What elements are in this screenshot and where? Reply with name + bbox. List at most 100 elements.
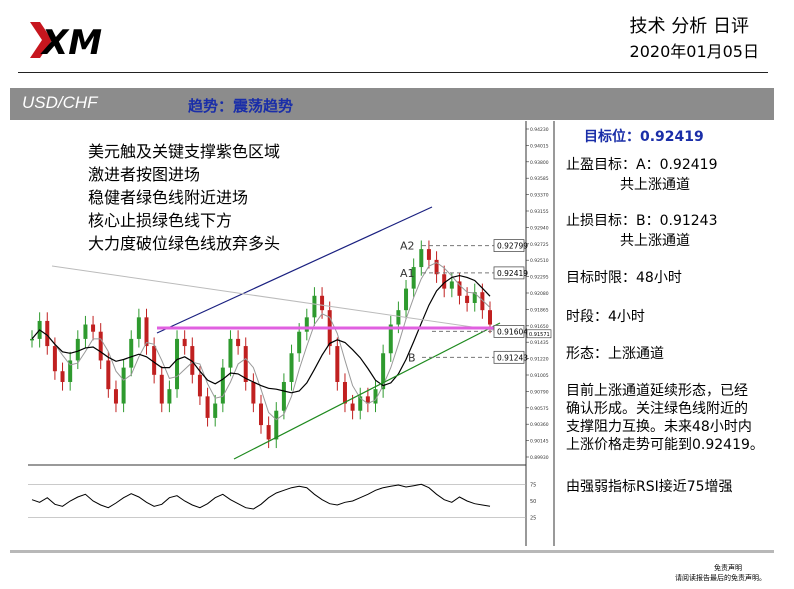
candle-body <box>197 374 202 397</box>
candle-body <box>182 338 187 347</box>
xm-logo: XM <box>30 22 102 62</box>
candle-body <box>297 331 302 354</box>
price-chart: 0.92799 0.92419 0.91604 0.91243 A2 A1 B 0.9423… <box>28 121 555 546</box>
strategy-line: 核心止损绿色线下方 <box>88 211 233 230</box>
strategy-line: 大力度破位绿色线放弃多头 <box>88 234 281 253</box>
candle-body <box>121 367 126 404</box>
candle-body <box>335 346 340 382</box>
candle-body <box>152 346 157 375</box>
candle-body <box>472 292 477 303</box>
point-label: A1 <box>400 267 415 280</box>
y-tick-label: 0.92940 <box>530 225 549 231</box>
y-tick-label: 0.90360 <box>530 422 549 428</box>
candle-body <box>342 381 347 404</box>
candle-body <box>480 292 485 311</box>
strategy-line: 稳健者绿色线附近进场 <box>88 188 249 207</box>
strategy-notes: 美元触及关键支撑紫色区域 激进者按图进场 稳健者绿色线附近进场 核心止损绿色线下… <box>88 140 280 255</box>
y-tick-label: 0.90575 <box>530 406 549 412</box>
candle-body <box>136 317 141 339</box>
candle-body <box>281 381 286 411</box>
candle-body <box>304 317 309 332</box>
channel-upper-line <box>156 206 433 334</box>
candle-body <box>144 317 149 347</box>
y-tick-label: 0.91220 <box>530 357 549 363</box>
point-label: A2 <box>400 240 415 253</box>
candle-body <box>167 389 172 404</box>
candle-body <box>312 295 317 318</box>
candle-body <box>68 360 73 382</box>
candle-body <box>213 403 218 418</box>
candle-body <box>426 249 431 260</box>
ma-fast-line <box>31 262 491 421</box>
candle-body <box>365 396 370 404</box>
level-label: 0.91604 <box>497 327 528 336</box>
channel-lower-line <box>233 322 501 460</box>
y-tick-label: 0.94230 <box>530 127 549 133</box>
period: 时段：4小时 <box>566 309 645 325</box>
candle-body <box>396 310 401 325</box>
current-price-label: 0.91571 <box>529 332 550 338</box>
y-tick-label: 0.93370 <box>530 193 549 199</box>
candle-body <box>419 249 424 268</box>
candle-body <box>106 360 111 390</box>
y-tick-label: 0.92725 <box>530 242 549 248</box>
point-label: B <box>408 351 416 364</box>
level-label-box <box>493 350 525 364</box>
rsi-line <box>31 483 491 510</box>
y-tick-label: 0.91865 <box>530 307 549 313</box>
candle-body <box>52 346 57 372</box>
rsi-panel: 75 50 25 <box>28 482 536 522</box>
analysis-line: 支撑阻力互换。未来48小时内 <box>566 419 752 435</box>
candle-body <box>388 324 393 354</box>
candle-body <box>98 331 103 361</box>
candle-body <box>220 367 225 404</box>
candle-body <box>236 338 241 347</box>
resistance-line <box>51 265 501 332</box>
candle-body <box>449 281 454 289</box>
y-tick-label: 0.92080 <box>530 291 549 297</box>
candle-body <box>465 295 470 303</box>
candle-body <box>251 381 256 404</box>
candle-body <box>30 338 34 341</box>
level-label-box <box>493 266 525 280</box>
logo-text: XM <box>40 23 102 62</box>
candle-body <box>442 274 447 289</box>
candle-body <box>159 374 164 404</box>
candle-body <box>228 338 233 368</box>
report-date: 2020年01月05日 <box>629 42 759 61</box>
level-label: 0.92419 <box>497 269 528 278</box>
candle-body <box>113 389 118 404</box>
rsi-tick-label: 75 <box>530 482 536 488</box>
candle-body <box>60 371 65 382</box>
y-tick-label: 0.93800 <box>530 160 549 166</box>
candle-body <box>358 396 363 411</box>
strategy-line: 美元触及关键支撑紫色区域 <box>88 142 281 161</box>
strategy-line: 激进者按图进场 <box>88 165 201 184</box>
rsi-tick-label: 25 <box>530 516 536 522</box>
y-tick-label: 0.93155 <box>530 209 549 215</box>
y-tick-label: 0.93585 <box>530 176 549 182</box>
title-band <box>10 88 774 120</box>
disclaimer-title: 免责声明 <box>714 564 742 572</box>
candle-body <box>190 346 195 375</box>
candle-body <box>289 353 294 382</box>
candle-body <box>205 396 210 418</box>
candle-body <box>129 338 134 368</box>
header-divider <box>18 72 768 73</box>
candle-body <box>411 267 416 289</box>
candles <box>30 240 492 449</box>
target-heading: 目标位：0.92419 <box>584 129 704 145</box>
candle-body <box>274 410 279 440</box>
y-tick-label: 0.90790 <box>530 389 549 395</box>
candle-body <box>434 259 439 275</box>
rsi-note: 由强弱指标RSI接近75增强 <box>566 479 733 495</box>
y-tick-label: 0.91650 <box>530 324 549 330</box>
candle-body <box>91 324 96 332</box>
level-label: 0.92799 <box>497 242 528 251</box>
candle-body <box>381 353 386 390</box>
candle-body <box>45 320 50 347</box>
current-price-box <box>526 329 552 339</box>
level-label-box <box>493 239 525 252</box>
candle-body <box>266 425 271 440</box>
y-axis: 0.94230 0.94015 0.93800 0.93585 0.93370 0.931… <box>526 127 552 461</box>
